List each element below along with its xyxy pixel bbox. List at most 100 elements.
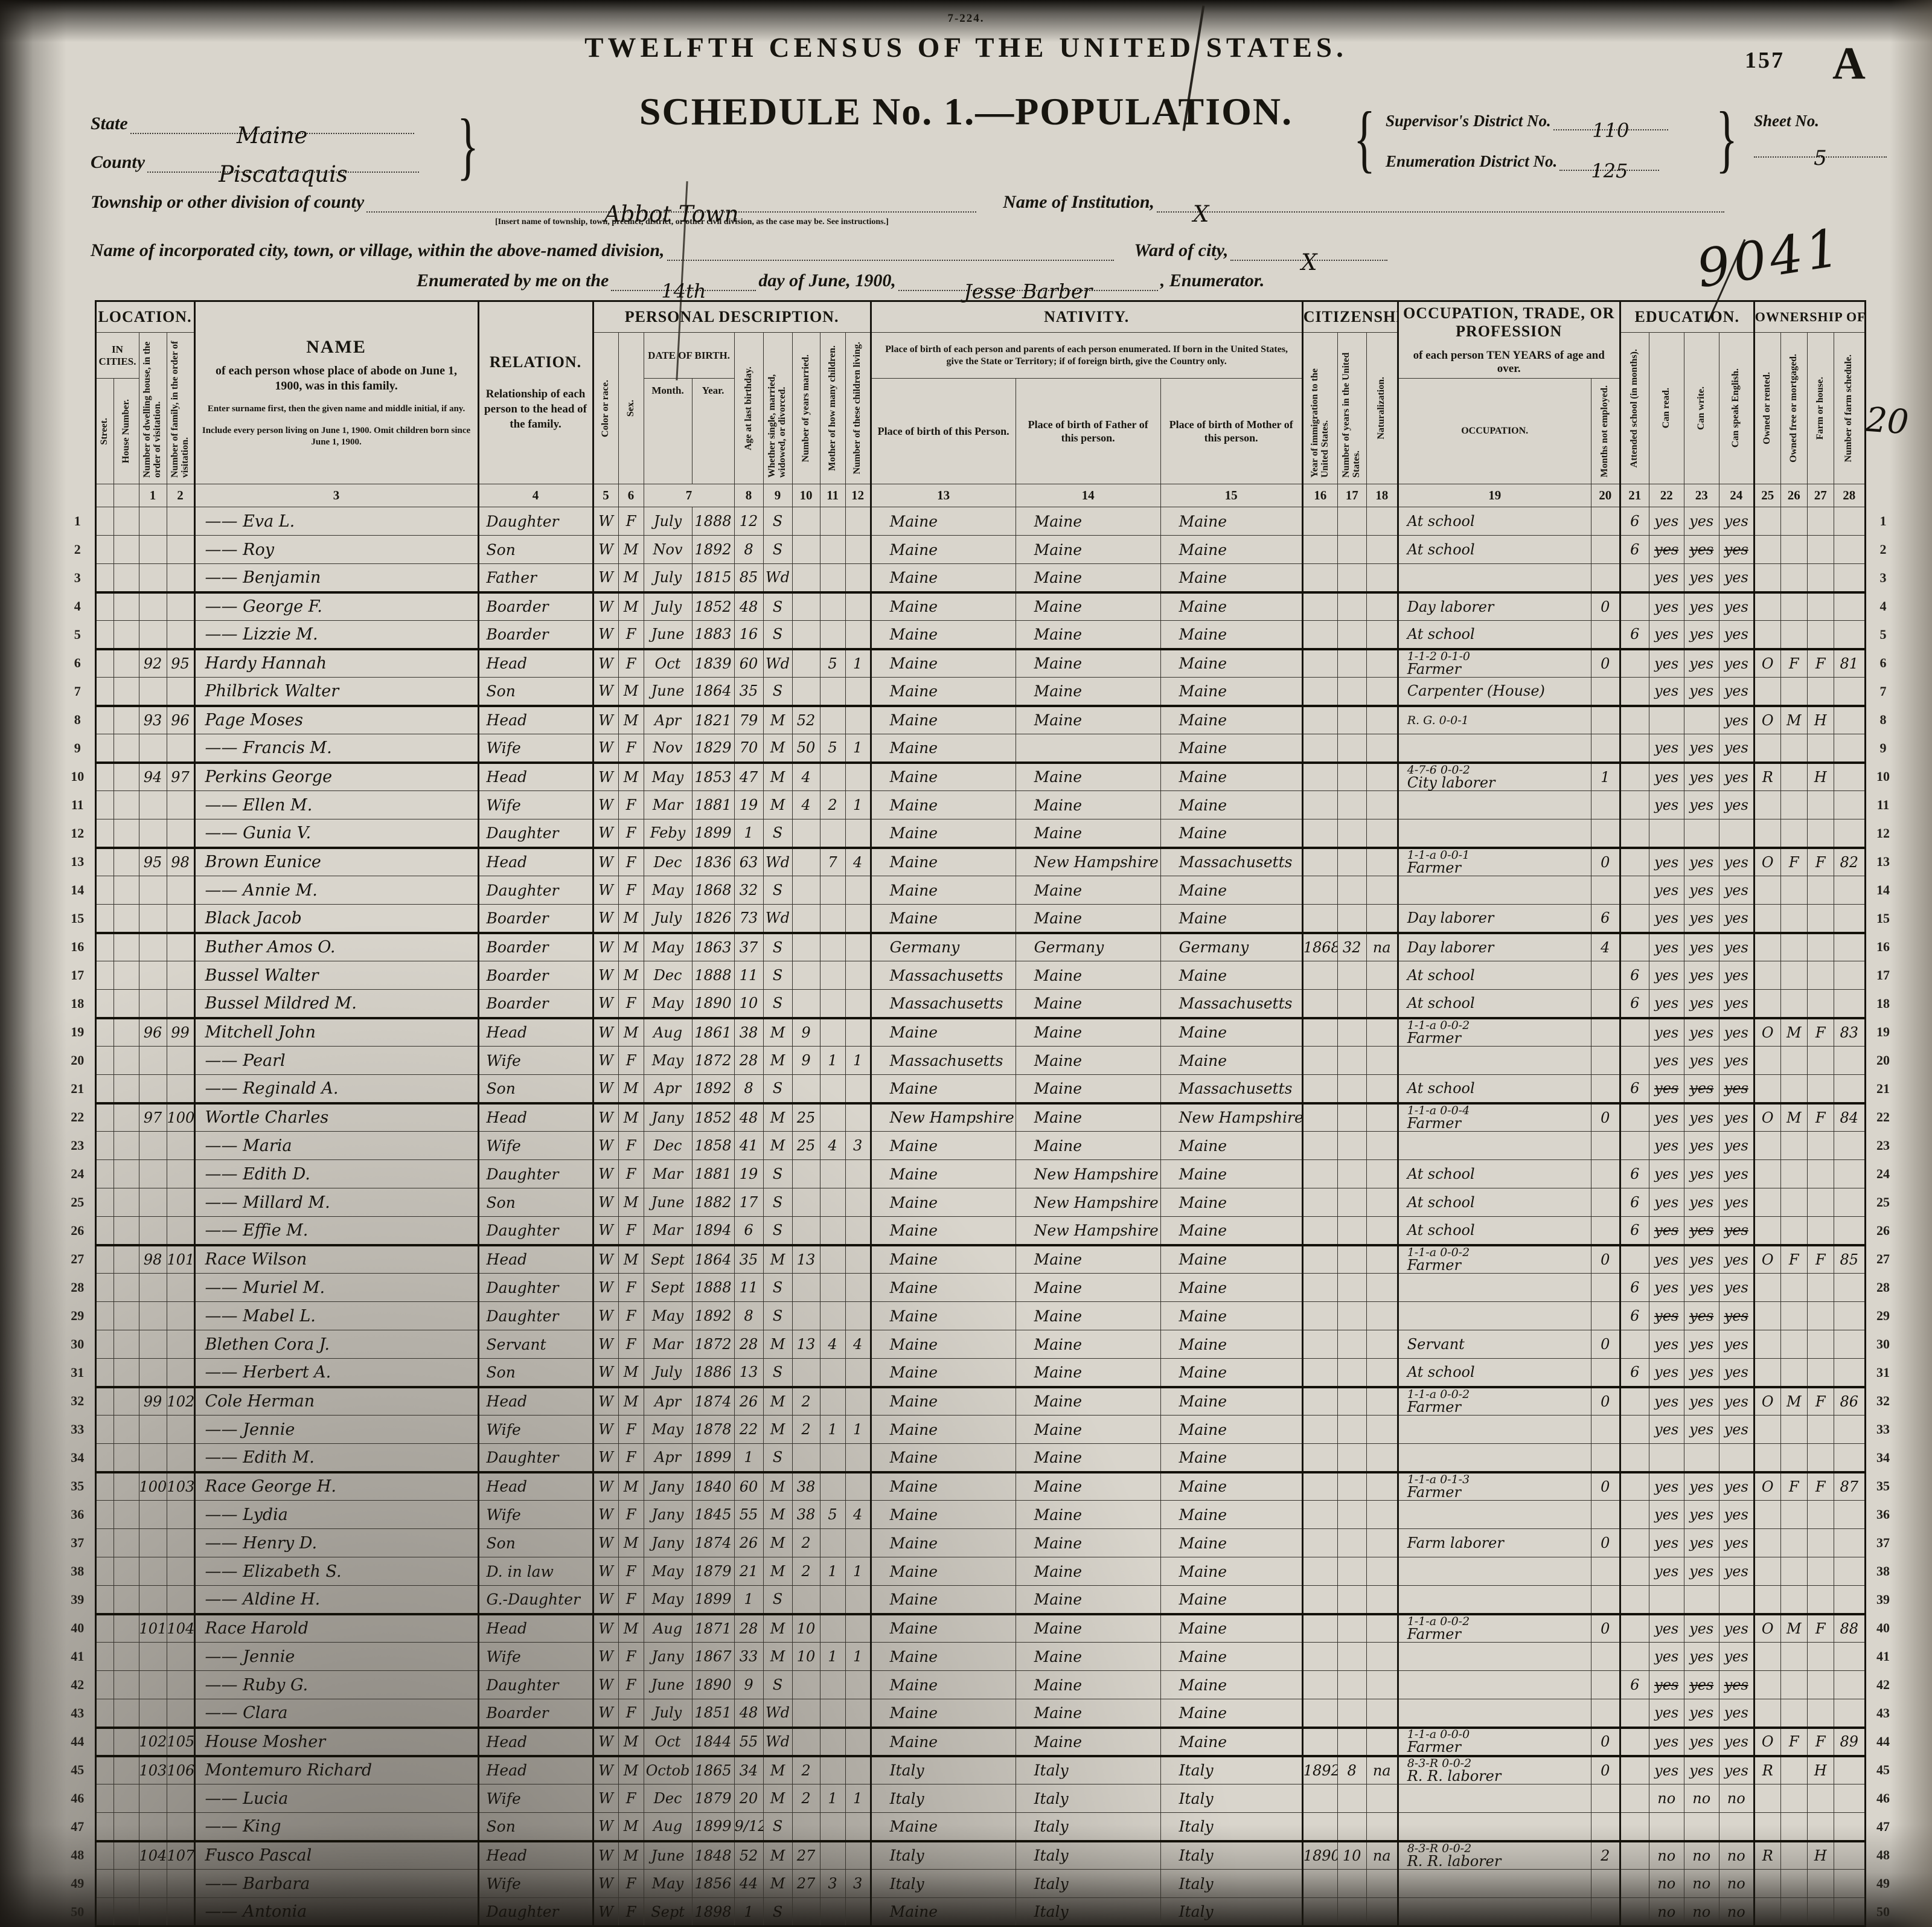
cell-rel: Head (477, 705, 593, 734)
cell-cl: 1 (845, 1784, 871, 1813)
cell-fs: 86 (1833, 1387, 1866, 1416)
cell-pbm: Maine (1160, 1500, 1303, 1529)
cell-house (113, 932, 139, 961)
cell-name: —— Millard M. (193, 1188, 479, 1217)
cell-fh: H (1806, 762, 1834, 791)
cell-imm (1301, 1188, 1338, 1217)
cell-pbm: Maine (1160, 1387, 1303, 1416)
cell-own (1753, 1188, 1781, 1217)
cell-pbm: Maine (1160, 734, 1303, 764)
cell-lm: 47 (60, 1812, 97, 1841)
occupation-value: Farmer (1407, 859, 1461, 876)
relation-desc: Relationship of each person to the head … (484, 388, 587, 431)
cell-mo: July (643, 1358, 693, 1388)
cell-mar: M (763, 1557, 793, 1586)
cell-lm: 5 (60, 620, 97, 649)
cell-sex: M (618, 1074, 644, 1105)
cell-mar: M (763, 1245, 793, 1274)
cell-dw: 99 (138, 1387, 167, 1416)
cell-imm (1301, 677, 1338, 707)
cell-own: O (1753, 705, 1781, 734)
cell-mne: 0 (1590, 1472, 1620, 1501)
cell-occ: Carpenter (House) (1396, 677, 1591, 707)
cell-fh (1806, 1301, 1834, 1330)
cell-mne (1590, 535, 1620, 564)
cell-imm (1301, 507, 1338, 536)
cell-nat (1366, 1273, 1398, 1302)
cell-lm: 29 (60, 1301, 97, 1330)
colnum-8: 8 (734, 484, 764, 507)
cell-cl (845, 1443, 871, 1473)
cell-pb: Maine (869, 1018, 1016, 1047)
cell-nat (1366, 507, 1398, 536)
occupation-value: Servant (1407, 1336, 1465, 1353)
cell-rm: 6 (1864, 649, 1901, 678)
cell-pbf: Maine (1015, 1472, 1161, 1501)
cell-mb: 5 (819, 1500, 846, 1529)
cell-fs (1833, 961, 1866, 990)
cell-color: W (592, 876, 619, 905)
cell-ym (792, 876, 820, 905)
cell-fs (1833, 1443, 1866, 1473)
cell-nat (1366, 1897, 1398, 1927)
cell-cl (845, 1585, 871, 1615)
cell-lm: 21 (60, 1074, 97, 1103)
cell-ym: 27 (792, 1869, 820, 1898)
cell-yus (1337, 1216, 1367, 1246)
cell-pbf: Maine (1015, 1245, 1161, 1274)
cell-occ: 8-3-R 0-0-2 R. R. laborer (1396, 1755, 1591, 1784)
cell-pb: Maine (869, 790, 1016, 819)
table-row: 28 —— Muriel M. Daughter W F Sept 1888 11 S Maine… (60, 1273, 1901, 1302)
cell-imm (1301, 1387, 1338, 1416)
cell-rel: Boarder (477, 1699, 593, 1729)
cell-mo: July (643, 1699, 693, 1729)
cell-sex: F (618, 620, 644, 650)
cell-en: yes (1718, 649, 1754, 678)
colnum-16: 16 (1301, 484, 1338, 507)
cell-fs (1833, 734, 1866, 764)
cell-age: 1 (734, 819, 764, 849)
cell-dw (138, 1216, 167, 1246)
cell-yr: 1899 (691, 1585, 735, 1615)
cell-rel: Daughter (477, 876, 593, 905)
table-row: 15 Black Jacob Boarder W M July 1826 73 Wd Maine M… (60, 904, 1901, 934)
cell-yus (1337, 705, 1367, 734)
enumeration-label: Enumeration District No. (1386, 152, 1558, 170)
cell-dw (138, 535, 167, 564)
cell-en: yes (1718, 1245, 1754, 1274)
cell-rel: Boarder (477, 932, 593, 961)
cell-name: —— Ellen M. (193, 790, 479, 819)
cell-age: 85 (734, 563, 764, 594)
occupation-value: Farmer (1407, 1398, 1461, 1416)
occupation-value: Day laborer (1407, 938, 1494, 956)
table-row: 20 —— Pearl Wife W F May 1872 28 M 9 1 1 Massachuset… (60, 1046, 1901, 1075)
cell-fh (1806, 535, 1834, 564)
county-row: County Piscataquis (91, 152, 420, 187)
cell-pbf: Italy (1015, 1897, 1161, 1927)
cell-fam (166, 620, 195, 650)
cell-lm: 34 (60, 1443, 97, 1472)
cell-fs (1833, 1528, 1866, 1557)
cell-rd: yes (1648, 734, 1684, 764)
cell-street (95, 1131, 114, 1160)
cell-pbm: New Hampshire (1160, 1103, 1303, 1132)
cell-rel: Wife (477, 1131, 593, 1160)
cell-fh (1806, 876, 1834, 905)
col-header-attended-school: Attended school (in months). (1619, 332, 1649, 484)
cell-sex: F (618, 1784, 644, 1813)
occupation-value: Carpenter (House) (1407, 682, 1545, 700)
cell-yus (1337, 677, 1367, 707)
cell-sch: 6 (1619, 1159, 1649, 1188)
cell-yus (1337, 592, 1367, 621)
cell-fam (166, 1188, 195, 1217)
cell-yr: 1829 (691, 734, 735, 764)
cell-house (113, 1273, 139, 1302)
cell-pbf: Maine (1015, 1387, 1161, 1416)
cell-age: 33 (734, 1642, 764, 1671)
cell-rm: 4 (1864, 592, 1901, 621)
cell-cl: 1 (845, 1642, 871, 1671)
cell-dw (138, 1159, 167, 1188)
cell-sch (1619, 1812, 1649, 1842)
cell-fh (1806, 1216, 1834, 1246)
cell-yr: 1839 (691, 649, 735, 678)
